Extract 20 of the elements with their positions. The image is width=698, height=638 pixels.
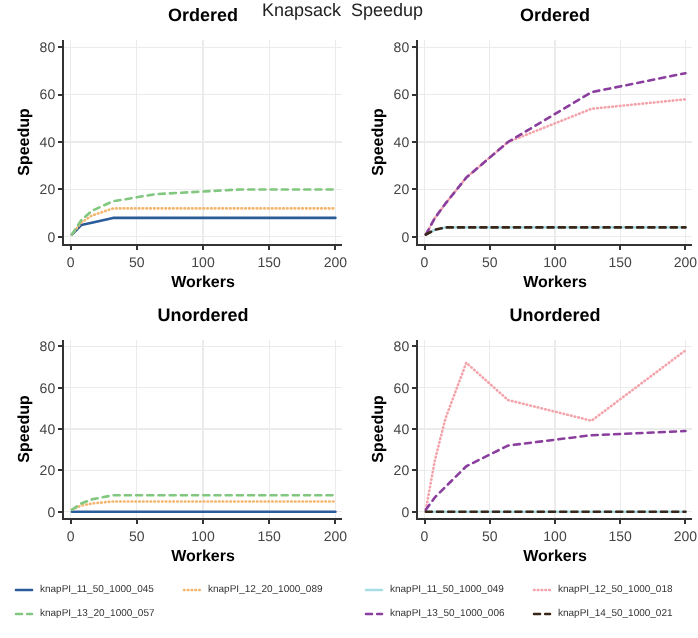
y-axis-title: Speedup — [15, 394, 34, 463]
y-axis-title: Speedup — [15, 107, 34, 176]
line-series — [424, 429, 687, 512]
line-series — [424, 71, 687, 236]
line-series — [70, 188, 337, 236]
chart-title: Ordered — [167, 4, 239, 25]
chart-title: Unordered — [157, 304, 249, 325]
y-axis-title: Speedup — [369, 107, 388, 176]
line-series — [70, 207, 337, 236]
x-axis-title: Workers — [171, 273, 236, 291]
x-axis-title: Workers — [523, 273, 588, 291]
chart-title: Unordered — [509, 304, 601, 325]
line-series — [424, 349, 687, 512]
y-axis-title: Speedup — [369, 394, 388, 463]
line-series — [70, 216, 337, 236]
text: Knapsack Speedup — [262, 0, 424, 20]
x-axis-title: Workers — [171, 547, 236, 565]
chart-title: Ordered — [519, 4, 591, 25]
line-series — [70, 493, 337, 512]
x-axis-title: Workers — [523, 547, 588, 565]
